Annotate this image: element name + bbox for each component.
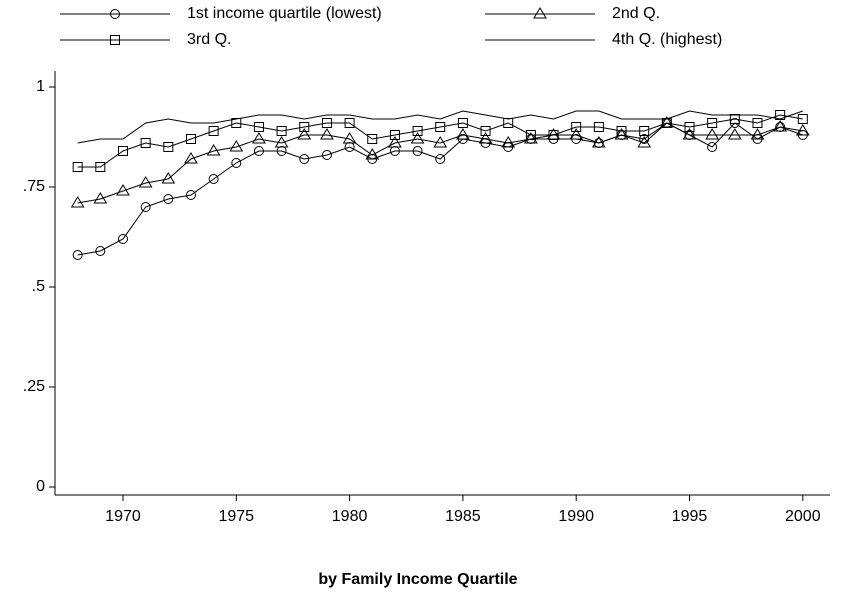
marker: [435, 154, 446, 164]
marker: [320, 128, 334, 140]
marker: [707, 142, 718, 152]
y-tick-label: 0: [36, 478, 45, 495]
marker: [116, 184, 130, 196]
marker: [616, 126, 627, 136]
marker: [117, 146, 128, 156]
series-line: [77, 122, 803, 204]
marker: [797, 114, 808, 124]
x-tick-label: 1975: [218, 508, 254, 525]
marker: [639, 126, 650, 136]
marker: [727, 128, 742, 140]
marker: [253, 146, 264, 156]
x-axis-label: by Family Income Quartile: [318, 571, 517, 588]
x-tick-label: 1995: [672, 508, 708, 525]
marker: [533, 7, 547, 19]
marker: [185, 190, 196, 200]
marker: [274, 136, 289, 148]
marker: [344, 118, 355, 128]
y-tick-label: 1: [36, 78, 45, 95]
marker: [110, 35, 120, 45]
marker: [367, 134, 378, 144]
marker: [569, 128, 584, 140]
marker: [365, 148, 380, 160]
marker: [435, 122, 446, 132]
marker: [163, 142, 174, 152]
y-tick-label: .5: [32, 278, 45, 295]
marker: [684, 122, 695, 132]
marker: [117, 234, 128, 244]
marker: [593, 122, 604, 132]
marker: [206, 144, 221, 156]
marker: [321, 118, 332, 128]
y-tick-label: .25: [23, 378, 45, 395]
marker: [253, 122, 264, 132]
marker: [412, 146, 423, 156]
legend-label: 2nd Q.: [612, 5, 660, 22]
marker: [70, 196, 85, 208]
marker: [138, 176, 153, 188]
marker: [229, 140, 244, 152]
marker: [161, 172, 176, 184]
marker: [478, 132, 493, 144]
x-tick-label: 1985: [445, 508, 481, 525]
marker: [208, 174, 219, 184]
series-line: [77, 110, 803, 144]
marker: [231, 158, 242, 168]
marker: [480, 126, 491, 136]
marker: [705, 128, 720, 140]
marker: [95, 246, 106, 256]
marker: [410, 132, 425, 144]
marker: [140, 138, 151, 148]
marker: [456, 128, 470, 140]
y-tick-label: .75: [23, 178, 45, 195]
marker: [388, 136, 402, 148]
marker: [389, 130, 400, 140]
x-tick-label: 2000: [785, 508, 821, 525]
marker: [457, 118, 468, 128]
marker: [591, 136, 606, 148]
marker: [795, 124, 810, 136]
marker: [185, 134, 196, 144]
marker: [637, 136, 652, 148]
x-tick-label: 1970: [105, 508, 141, 525]
marker: [707, 118, 718, 128]
legend-label: 4th Q. (highest): [612, 31, 722, 48]
marker: [93, 192, 108, 204]
marker: [750, 128, 765, 140]
marker: [752, 118, 763, 128]
marker: [184, 152, 198, 164]
x-tick-label: 1980: [332, 508, 368, 525]
marker: [252, 132, 266, 144]
legend-label: 1st income quartile (lowest): [187, 5, 382, 22]
marker: [342, 132, 357, 144]
marker: [297, 128, 312, 140]
marker: [571, 122, 582, 132]
marker: [140, 202, 151, 212]
marker: [773, 120, 788, 132]
marker: [525, 130, 536, 140]
marker: [276, 126, 287, 136]
marker: [501, 136, 516, 148]
marker: [208, 126, 219, 136]
marker: [548, 130, 559, 140]
marker: [72, 250, 83, 260]
marker: [433, 136, 448, 148]
marker: [523, 132, 538, 144]
marker: [163, 194, 174, 204]
marker: [299, 154, 310, 164]
marker: [614, 128, 629, 140]
marker: [299, 122, 310, 132]
marker: [72, 162, 83, 172]
marker: [321, 150, 332, 160]
marker: [95, 162, 106, 172]
marker: [110, 9, 120, 19]
marker: [682, 128, 697, 140]
marker: [412, 126, 423, 136]
series-line: [77, 114, 803, 168]
legend-label: 3rd Q.: [187, 31, 231, 48]
x-tick-label: 1990: [558, 508, 594, 525]
